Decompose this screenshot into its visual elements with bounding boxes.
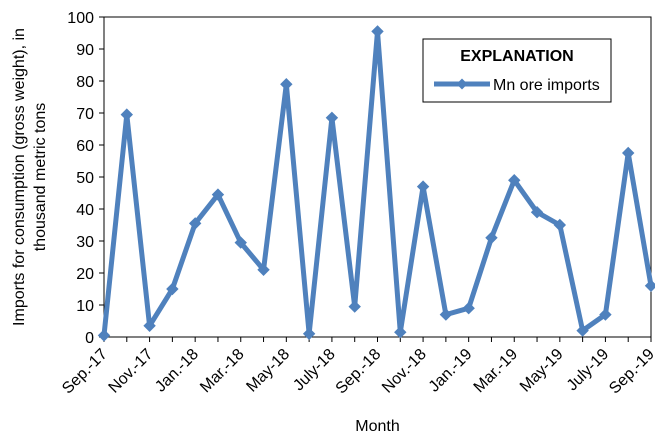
- data-point-Nov.-18: [416, 180, 430, 193]
- data-point-Oct.-18: [394, 325, 407, 339]
- x-tick-label-Sep.-17: Sep.-17: [59, 346, 111, 398]
- data-point-June-19: [576, 324, 589, 337]
- data-point-Aug.-19: [622, 146, 635, 160]
- data-point-Aug.-18: [348, 300, 361, 313]
- y-tick-label-60: 60: [76, 138, 94, 155]
- x-tick-label-May-18: May-18: [243, 346, 293, 396]
- y-tick-label-0: 0: [85, 330, 94, 347]
- x-tick-label-Mar.-18: Mar.-18: [197, 346, 247, 396]
- y-tick-label-90: 90: [76, 42, 94, 59]
- data-point-Dec.-18: [439, 308, 453, 321]
- data-point-Feb.-19: [485, 231, 498, 245]
- x-tick-label-Mar.-19: Mar.-19: [471, 346, 521, 396]
- series-layer: [97, 25, 655, 342]
- y-tick-label-30: 30: [76, 234, 94, 251]
- y-axis-title-line-2: thousand metric tons: [32, 103, 49, 252]
- data-point-June-18: [302, 327, 316, 341]
- y-tick-label-10: 10: [76, 298, 94, 315]
- x-tick-label-Nov.-17: Nov.-17: [106, 346, 157, 397]
- x-tick-label-Jan.-18: Jan.-18: [152, 346, 202, 396]
- x-tick-label-May-19: May-19: [517, 346, 567, 396]
- y-tick-label-100: 100: [67, 10, 94, 27]
- data-point-Jan.-18: [188, 217, 202, 230]
- y-tick-label-20: 20: [76, 266, 94, 283]
- legend-box: [422, 38, 612, 103]
- x-tick-label-July-18: July-18: [290, 346, 339, 395]
- x-axis-ticks: Sep.-17Nov.-17Jan.-18Mar.-18May-18July-1…: [59, 337, 655, 397]
- y-axis-ticks: 0 10 20 30 40 50 60 70 80 90 100: [67, 10, 104, 347]
- data-point-July-19: [599, 308, 612, 321]
- data-point-Apr.-18: [257, 263, 270, 277]
- data-point-Feb.-18: [211, 188, 225, 201]
- data-point-Nov.-17: [143, 319, 156, 333]
- data-point-Sep.-19: [644, 279, 655, 293]
- y-tick-label-40: 40: [76, 202, 94, 219]
- data-point-May-18: [280, 77, 293, 91]
- data-point-Apr.-19: [530, 205, 544, 219]
- data-point-Mar.-18: [234, 236, 247, 249]
- x-tick-label-Jan.-19: Jan.-19: [426, 346, 476, 396]
- x-tick-label-July-19: July-19: [564, 346, 613, 395]
- y-axis-title-line-1: Imports for consumption (gross weight), …: [11, 28, 28, 326]
- x-tick-label-Sep.-19: Sep.-19: [606, 346, 655, 398]
- data-point-Dec.-17: [166, 282, 179, 296]
- legend-title: EXPLANATION: [460, 48, 573, 65]
- y-tick-label-70: 70: [76, 106, 94, 123]
- legend-marker-sample: [456, 78, 468, 90]
- legend: EXPLANATION Mn ore imports: [422, 38, 612, 103]
- x-tick-label-Sep.-18: Sep.-18: [333, 346, 385, 398]
- data-point-Sep.-18: [371, 25, 384, 38]
- x-tick-label-Nov.-18: Nov.-18: [379, 346, 430, 397]
- x-axis-title: Month: [355, 418, 399, 435]
- data-point-May-19: [553, 218, 567, 232]
- data-point-Jan.-19: [462, 301, 475, 315]
- data-point-Oct.-17: [120, 108, 133, 121]
- data-point-Mar.-19: [508, 173, 521, 187]
- y-tick-label-50: 50: [76, 170, 94, 187]
- legend-entry-label: Mn ore imports: [493, 77, 600, 94]
- y-tick-label-80: 80: [76, 74, 94, 91]
- data-point-Sep.-17: [97, 329, 111, 342]
- data-point-July-18: [325, 111, 339, 125]
